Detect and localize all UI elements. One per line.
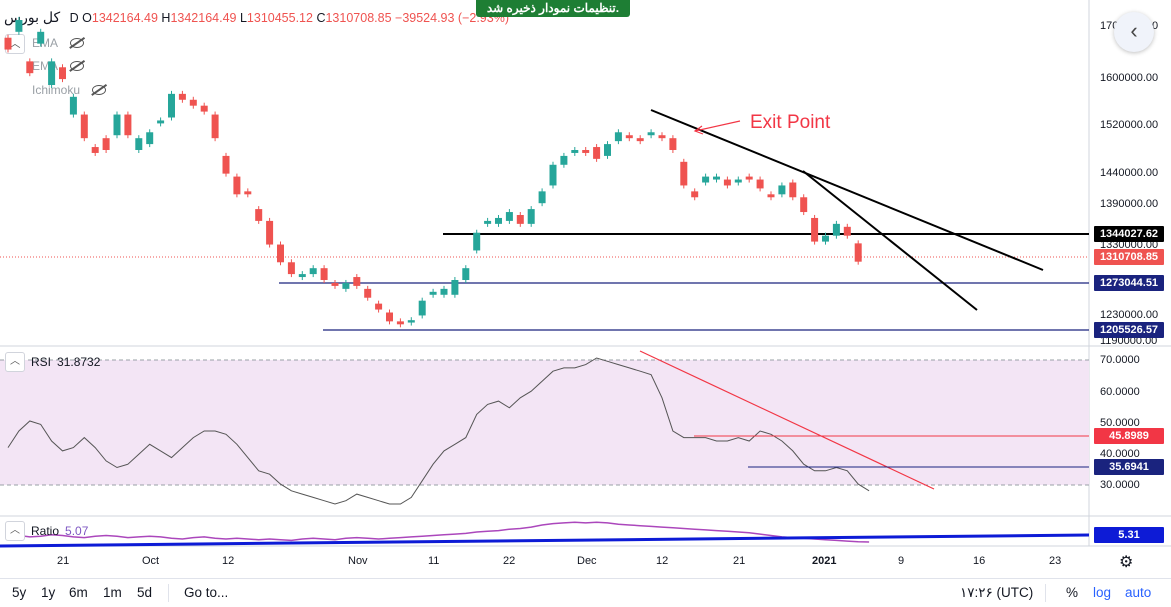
rsi-collapse-button[interactable]: ︿ [5,352,25,372]
rsi-axis-label: 40.0000 [1100,448,1140,460]
time-axis-label: Dec [577,555,597,567]
chart-canvas[interactable]: Exit Point [0,0,1171,578]
time-axis-label: 21 [57,555,70,567]
rsi-axis-label: 30.0000 [1100,479,1140,491]
time-axis-label: 22 [503,555,516,567]
hidden-eye-icon[interactable] [70,38,85,48]
time-axis-label: Nov [348,555,368,567]
time-axis-label: 16 [973,555,986,567]
price-axis-label: 1330000.00 [1100,239,1159,251]
ratio-trend-line[interactable] [0,533,1090,548]
ratio-collapse-button[interactable]: ︿ [5,521,25,541]
ratio-line [7,521,870,543]
support-tag-1: 1273044.51 [1094,275,1164,291]
hidden-eye-icon[interactable] [70,61,85,71]
open-label: O [82,11,92,25]
time-axis-label: 21 [733,555,746,567]
settings-gear-icon[interactable]: ⚙ [1119,554,1134,571]
time-axis-label: Oct [142,555,160,567]
ratio-legend[interactable]: ︿ Ratio 5.07 [5,521,88,541]
downtrend-line-1[interactable] [650,109,1044,271]
last-price-tag: 1310708.85 [1094,249,1164,265]
price-axis-label: 1190000.00 [1100,335,1158,347]
divider [1045,584,1046,602]
chart-header: کل بورس D O1342164.49 H1342164.49 L13104… [0,0,640,34]
hidden-eye-icon[interactable] [92,85,107,95]
candles-group [4,17,862,328]
time-axis-label: 2021 [812,555,837,567]
interval[interactable]: D [69,11,79,25]
rsi-trend-line[interactable] [639,350,935,490]
downtrend-line-2[interactable] [802,170,978,311]
time-axis-label: 23 [1049,555,1062,567]
rsi-axis-label: 70.0000 [1100,354,1140,366]
time-axis-label: 12 [222,555,235,567]
time-axis-label: 9 [898,555,905,567]
close-value: 1310708.85 [325,11,392,25]
rsi-axis-label: 50.0000 [1100,417,1140,429]
percent-toggle[interactable]: % [1066,585,1079,600]
indicator-ichimoku[interactable]: Ichimoku [32,83,107,97]
low-label: L [239,11,247,25]
high-value: 1342164.49 [170,11,237,25]
price-axis-label: 1600000.00 [1100,72,1159,84]
bottom-toolbar: 5y 1y 6m 1m 5d Go to... ۱۷:۲۶ (UTC) % lo… [0,578,1171,607]
time-axis-label: 12 [656,555,669,567]
range-6m[interactable]: 6m [69,585,88,600]
goto-button[interactable]: Go to... [184,585,229,600]
price-axis-label: 1440000.00 [1100,167,1159,179]
range-1m[interactable]: 1m [103,585,122,600]
rsi-legend[interactable]: ︿ RSI 31.8732 [5,352,100,372]
auto-toggle[interactable]: auto [1125,585,1152,600]
ratio-name: Ratio [31,524,60,538]
rsi-name: RSI [31,355,52,369]
indicator-label: Ichimoku [32,83,81,97]
rsi-band [0,360,1089,485]
time-axis-label: 11 [428,555,440,567]
support-tag-2: 1205526.57 [1094,322,1164,338]
range-1y[interactable]: 1y [41,585,56,600]
open-value: 1342164.49 [91,11,158,25]
rsi-current-tag: 35.6941 [1094,459,1164,475]
resistance-tag: 1344027.62 [1094,226,1164,242]
low-value: 1310455.12 [246,11,313,25]
exit-arrow [694,120,741,132]
ratio-tag: 5.31 [1094,527,1164,543]
exit-point-label[interactable]: Exit Point [750,112,831,133]
price-axis-label: 1520000.00 [1100,119,1159,131]
rsi-axis-label: 60.0000 [1100,386,1140,398]
back-chevron-icon[interactable]: ‹ [1114,12,1154,52]
ratio-value: 5.07 [65,524,89,538]
log-toggle[interactable]: log [1093,585,1112,600]
price-axis-label: 1390000.00 [1100,198,1159,210]
rsi-line [7,357,870,505]
range-5y[interactable]: 5y [12,585,27,600]
high-label: H [161,11,171,25]
close-label: C [316,11,326,25]
divider [168,584,169,602]
rsi-upper-tag: 45.8989 [1094,428,1164,444]
range-5d[interactable]: 5d [137,585,153,600]
price-axis-label: 1230000.00 [1100,309,1159,321]
clock: ۱۷:۲۶ (UTC) [960,585,1034,600]
rsi-value: 31.8732 [57,355,101,369]
saved-toast: تنظیمات نمودار ذخیره شد. [476,0,630,17]
